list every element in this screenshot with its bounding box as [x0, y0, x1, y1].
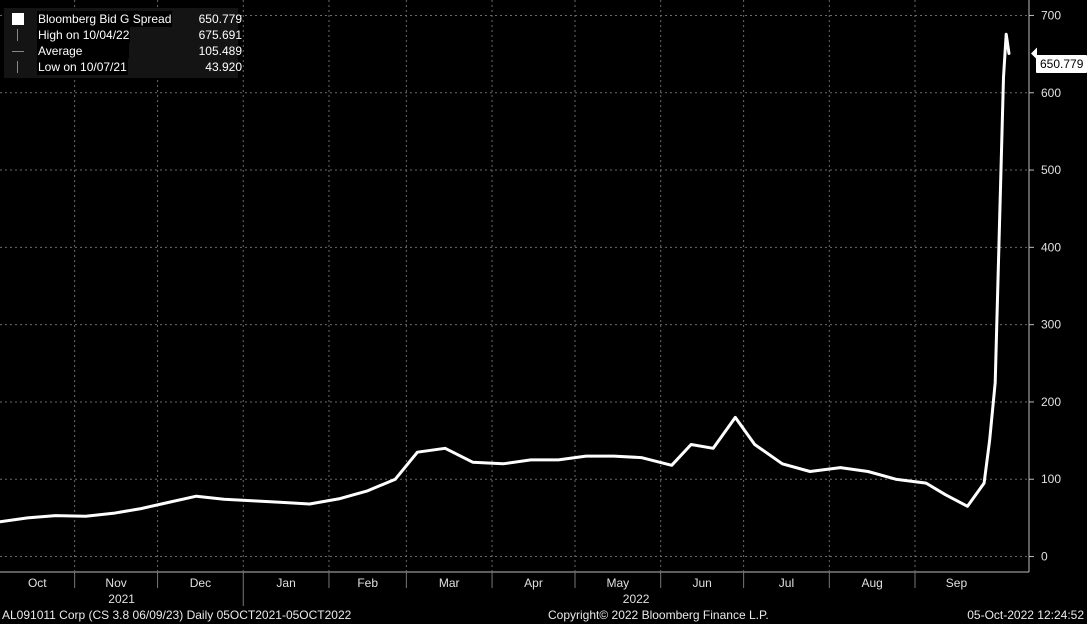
- series-color-swatch: [12, 13, 24, 25]
- x-month-label: Aug: [861, 576, 882, 590]
- y-tick-label: 0: [1041, 550, 1048, 564]
- x-month-label: Sep: [946, 576, 968, 590]
- high-marker-icon: [17, 29, 18, 41]
- y-tick-label: 100: [1041, 472, 1061, 486]
- legend-low-value: 43.920: [205, 60, 242, 74]
- x-month-label: Jan: [276, 576, 295, 590]
- x-month-label: Dec: [190, 576, 211, 590]
- series-line: [0, 32, 1011, 524]
- footer-timestamp: 05-Oct-2022 12:24:52: [967, 608, 1084, 622]
- legend-low-label: Low on 10/07/21: [37, 59, 128, 75]
- low-marker-icon: [17, 61, 18, 73]
- x-month-label: May: [607, 576, 630, 590]
- average-marker-icon: [12, 51, 24, 52]
- y-tick-label: 300: [1041, 318, 1061, 332]
- x-month-label: Jul: [779, 576, 794, 590]
- footer-security-info: AL091011 Corp (CS 3.8 06/09/23) Daily 05…: [2, 608, 352, 622]
- legend-high-label: High on 10/04/22: [37, 27, 131, 43]
- legend-average-label: Average: [37, 43, 129, 59]
- y-tick-label: 700: [1041, 8, 1061, 22]
- last-value-pointer: [1031, 47, 1037, 60]
- y-tick-label: 200: [1041, 395, 1061, 409]
- x-month-label: Nov: [105, 576, 126, 590]
- last-value-badge: 650.779: [1036, 55, 1087, 73]
- y-tick-label: 400: [1041, 240, 1061, 254]
- x-year-label: 2021: [108, 592, 135, 606]
- y-tick-label: 500: [1041, 163, 1061, 177]
- x-month-label: Jun: [692, 576, 711, 590]
- x-month-label: Feb: [357, 576, 378, 590]
- legend-panel: Bloomberg Bid G Spread 650.779 High on 1…: [4, 8, 242, 78]
- legend-series-label: Bloomberg Bid G Spread: [37, 11, 173, 27]
- x-month-label: Apr: [524, 576, 543, 590]
- x-year-label: 2022: [623, 592, 650, 606]
- footer-copyright: Copyright© 2022 Bloomberg Finance L.P.: [548, 608, 769, 622]
- y-tick-label: 600: [1041, 86, 1061, 100]
- legend-average-value: 105.489: [198, 44, 242, 58]
- x-month-label: Mar: [439, 576, 460, 590]
- legend-high-value: 675.691: [198, 28, 242, 42]
- x-month-label: Oct: [28, 576, 47, 590]
- legend-series-value: 650.779: [198, 12, 242, 26]
